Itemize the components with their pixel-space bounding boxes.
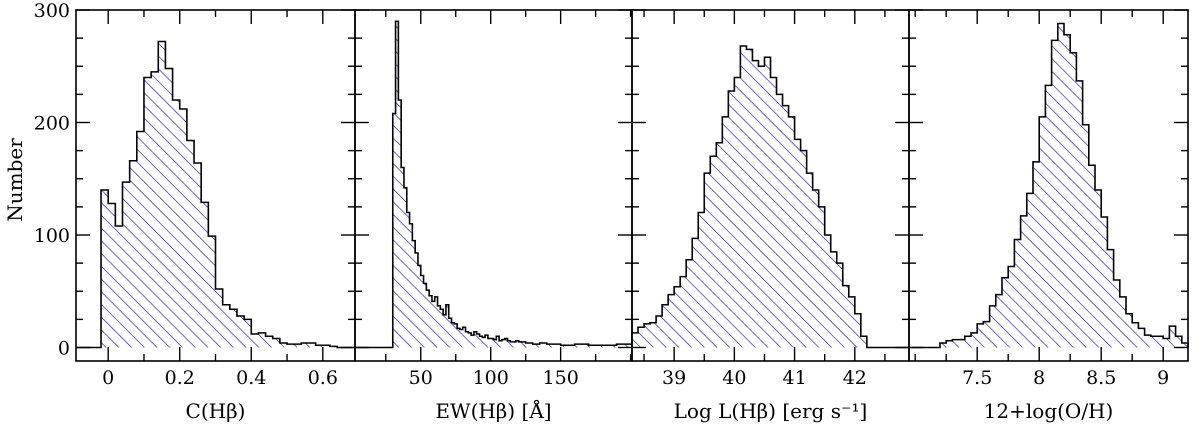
histogram-outline-log-l-hbeta: [631, 45, 909, 349]
x-axis-label-log-l-hbeta: Log L(Hβ) [erg s⁻¹]: [674, 399, 868, 423]
histogram-fill-c-hbeta: [101, 41, 338, 348]
x-axis-label-oxygen-abundance: 12+log(O/H): [984, 399, 1114, 423]
panel-c-hbeta: 0 0.2 0.4 0.6 C(Hβ) 0 100 200 300: [34, 0, 356, 423]
x-tick-label-ew-hbeta: 50: [409, 367, 433, 389]
histogram-outline-c-hbeta: [76, 40, 355, 349]
x-tick-label-oxygen-abundance: 9: [1157, 367, 1169, 389]
histogram-fill-ew-hbeta: [392, 21, 632, 348]
histogram-fill-oxygen-abundance: [940, 23, 1188, 348]
panel-ew-hbeta: 50 100 150 EW(Hβ) [Å]: [354, 9, 633, 423]
x-tick-label-c-hbeta: 0.2: [165, 367, 195, 389]
y-tick-label: 300: [34, 0, 70, 22]
x-tick-label-log-l-hbeta: 42: [843, 367, 867, 389]
x-tick-label-ew-hbeta: 150: [543, 367, 579, 389]
histogram-outline-oxygen-abundance: [909, 22, 1189, 349]
histogram-outline-ew-hbeta: [355, 20, 633, 349]
x-tick-label-ew-hbeta: 100: [473, 367, 509, 389]
x-tick-label-log-l-hbeta: 41: [782, 367, 806, 389]
x-tick-label-c-hbeta: 0: [102, 367, 114, 389]
panels-layer: 0 0.2 0.4 0.6 C(Hβ) 0 100 200 300 50 100 150 EW(Hβ) …: [34, 0, 1189, 423]
panel-oxygen-abundance: 7.5 8 8.5 9 12+log(O/H): [908, 9, 1189, 423]
panel-log-l-hbeta: 39 40 41 42 Log L(Hβ) [erg s⁻¹]: [631, 9, 910, 423]
x-tick-label-oxygen-abundance: 7.5: [962, 367, 992, 389]
x-axis-label-c-hbeta: C(Hβ): [186, 399, 246, 423]
y-tick-label: 0: [58, 338, 70, 360]
panel-frame-oxygen-abundance: [908, 9, 1189, 362]
x-tick-label-c-hbeta: 0.6: [308, 367, 338, 389]
y-tick-label: 100: [34, 225, 70, 247]
x-axis-label-ew-hbeta: EW(Hβ) [Å]: [435, 398, 551, 423]
x-tick-label-log-l-hbeta: 39: [662, 367, 686, 389]
y-tick-label: 200: [34, 113, 70, 135]
x-tick-label-oxygen-abundance: 8: [1033, 367, 1045, 389]
x-tick-label-oxygen-abundance: 8.5: [1086, 367, 1116, 389]
x-tick-label-log-l-hbeta: 40: [722, 367, 746, 389]
x-tick-label-c-hbeta: 0.4: [236, 367, 266, 389]
histogram-fill-log-l-hbeta: [632, 46, 867, 348]
y-axis-label: Number: [3, 138, 27, 222]
